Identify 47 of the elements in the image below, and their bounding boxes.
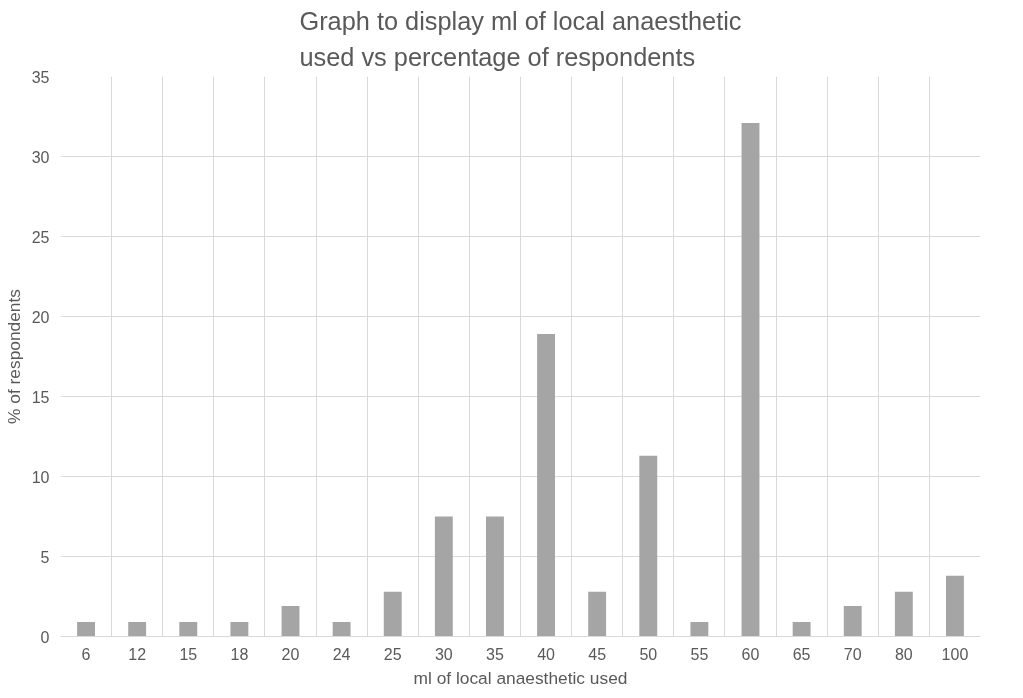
x-tick-label: 30	[434, 645, 453, 663]
x-tick-label: 12	[128, 645, 147, 663]
x-tick-label: 80	[894, 645, 913, 663]
y-tick-label: 25	[31, 228, 50, 246]
bar	[383, 591, 402, 637]
x-tick-label: 20	[281, 645, 300, 663]
bar	[588, 591, 607, 637]
x-tick-label: 65	[792, 645, 811, 663]
x-tick-label: 100	[941, 645, 969, 663]
bar	[128, 622, 147, 637]
bar	[486, 516, 504, 637]
x-tick-label: 18	[230, 645, 249, 663]
bar	[639, 455, 658, 637]
bar	[690, 622, 709, 637]
y-tick-label: 20	[31, 308, 50, 326]
x-tick-label: 24	[332, 645, 351, 663]
y-tick-label: 15	[31, 388, 50, 406]
bar	[434, 516, 453, 637]
bar	[843, 606, 862, 637]
bar	[537, 334, 555, 637]
y-tick-label: 30	[31, 148, 50, 166]
x-tick-label: 40	[537, 645, 556, 663]
x-tick-label: 25	[383, 645, 402, 663]
x-tick-label: 50	[639, 645, 658, 663]
chart-title: Graph to display ml of local anaesthetic used vs percentage of respondents	[299, 7, 742, 72]
y-tick-label: 35	[31, 68, 50, 86]
bar	[179, 622, 198, 637]
x-tick-label: 55	[690, 645, 709, 663]
x-tick-label: 15	[179, 645, 198, 663]
y-tick-label: 0	[40, 628, 50, 646]
bar	[332, 622, 351, 637]
x-tick-label: 60	[741, 645, 760, 663]
y-axis-title: % of respondents	[3, 288, 24, 424]
bar	[281, 606, 300, 637]
bar	[230, 622, 249, 637]
bar	[792, 622, 811, 637]
bar	[741, 122, 760, 637]
bar	[894, 591, 913, 637]
x-tick-label: 6	[81, 645, 91, 663]
bar	[77, 622, 95, 637]
y-tick-label: 10	[31, 468, 50, 486]
x-tick-label: 45	[588, 645, 607, 663]
x-axis-title: ml of local anaesthetic used	[413, 667, 628, 688]
x-tick-label: 70	[843, 645, 862, 663]
bar	[946, 575, 964, 637]
x-tick-label: 35	[486, 645, 504, 663]
y-tick-label: 5	[40, 548, 50, 566]
